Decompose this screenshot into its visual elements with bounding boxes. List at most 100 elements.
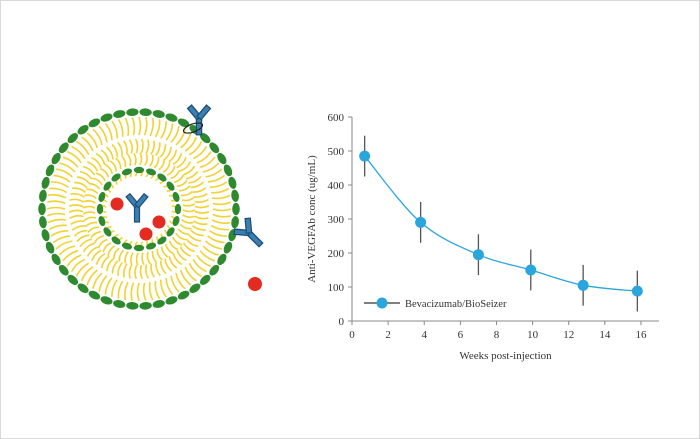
lipid-head [58,264,69,276]
lipid-tail [196,254,212,268]
lipid-tail [80,266,94,282]
lipid-tail [124,251,129,264]
lipid-tail [104,122,113,141]
lipid-tail [91,249,102,262]
lipid-tail [134,264,138,280]
data-point [525,264,537,276]
lipid-tail [70,258,86,272]
lipid-head [157,173,167,182]
lipid-tail [188,141,203,156]
lipid-tail [159,144,167,158]
lipid-tail [181,196,195,202]
chart-series [359,150,643,297]
lipid-tail [205,240,223,250]
lipid-tail [176,156,187,169]
lipid-head [96,203,104,215]
lipid-tail [182,242,195,253]
lipid-tail [155,142,161,157]
lipid-tail [172,153,183,166]
lipid-tail [99,167,110,178]
lipid-tail [76,234,90,243]
lipid-tail [158,159,166,171]
lipid-head [98,191,106,202]
lipid-tail [79,238,93,248]
lipid-tail [111,120,118,139]
lipid-head [139,108,152,117]
lipid-tail [165,123,174,141]
lipid-tail [84,194,97,199]
lipid-tail [162,162,171,173]
lipid-head [133,244,145,252]
lipid-tail [192,258,207,273]
lipid-tail [164,243,174,255]
lipid-head [217,253,227,266]
lipid-tail [170,169,181,180]
lipid-tail [62,249,79,262]
lipid-tail [105,146,114,160]
lipid-tail [202,245,219,256]
lipid-tail [190,181,205,189]
lipid-tail [106,258,114,272]
lipid-tail [83,165,96,176]
lipid-tail [172,236,183,246]
lipid-tail [168,240,179,251]
lipid-tail [128,264,133,279]
lipid-tail [209,230,227,237]
lipid-tail [133,152,137,166]
lipid-tail [86,161,99,172]
lipid-tail [90,230,102,239]
lipid-head [111,236,121,245]
lipid-tail [68,209,84,214]
lipid-tail [135,252,139,266]
lipid-head [39,189,47,202]
lipid-tail [82,205,96,209]
lipid-tail [111,143,119,158]
lipid-tail [178,185,191,192]
lipid-tail [115,157,122,170]
lipid-head [209,264,220,276]
lipid-head [103,181,112,191]
lipid-tail [192,187,207,193]
lipid-head [152,300,165,308]
lipid-tail [148,282,154,301]
lipid-tail [188,234,202,242]
lipid-tail [46,212,66,217]
lipid-head [100,296,113,305]
lipid-tail [70,220,85,226]
lipid-tail [86,246,99,257]
lipid-head [100,113,113,122]
lipid-tail [188,175,202,184]
lipid-tail [207,174,226,183]
lipid-tail [104,163,114,175]
lipid-tail [49,187,68,194]
lipid-tail [183,165,196,176]
lipid-tail [98,275,108,293]
lipid-tail [92,177,103,186]
lipid-tail [212,208,232,212]
lipid-tail [194,204,210,209]
lipid-tail [207,235,225,244]
chart-legend: Bevacizumab/BioSeizer [364,297,507,310]
lipid-tail [138,116,142,136]
lipid-tail [165,277,174,296]
lipid-head [51,152,61,165]
lipid-tail [139,152,143,166]
lipid-head [232,202,240,216]
lipid-head [217,152,227,165]
lipid-tail [118,249,125,262]
antibody-icon [125,192,149,223]
lipid-head [223,241,233,254]
lipid-head [121,168,132,176]
lipid-tail [184,266,197,282]
lipid-tail [153,156,160,169]
tether-loop [182,122,204,134]
lipid-tail [55,240,73,250]
x-tick-label: 12 [563,329,574,341]
data-point [631,285,643,297]
lipid-tail [93,234,105,244]
y-tick-label: 300 [328,214,345,226]
lipid-tail [145,264,150,279]
lipid-tail [211,219,231,224]
lipid-tail [175,129,186,146]
